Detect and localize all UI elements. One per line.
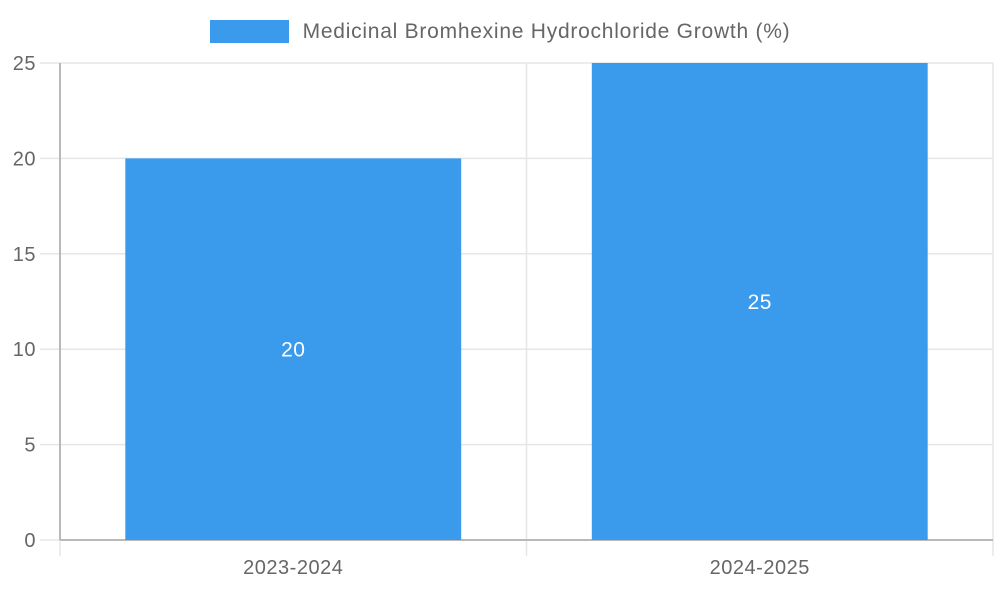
y-tick-label: 0 <box>24 530 36 552</box>
bar[interactable] <box>591 63 928 540</box>
legend-label: Medicinal Bromhexine Hydrochloride Growt… <box>302 19 791 43</box>
y-tick-label: 20 <box>13 148 36 170</box>
bar[interactable] <box>125 158 462 540</box>
chart-legend[interactable]: Medicinal Bromhexine Hydrochloride Growt… <box>0 9 1000 54</box>
legend-swatch <box>209 20 289 43</box>
x-category-label: 2023-2024 <box>243 557 343 579</box>
y-tick-label: 15 <box>13 244 36 266</box>
bar-value-label: 20 <box>281 339 305 362</box>
bar-value-label: 25 <box>748 291 772 314</box>
y-tick-label: 25 <box>13 53 36 75</box>
x-category-label: 2024-2025 <box>710 557 810 579</box>
y-tick-label: 10 <box>13 339 36 361</box>
y-tick-label: 5 <box>24 435 36 457</box>
